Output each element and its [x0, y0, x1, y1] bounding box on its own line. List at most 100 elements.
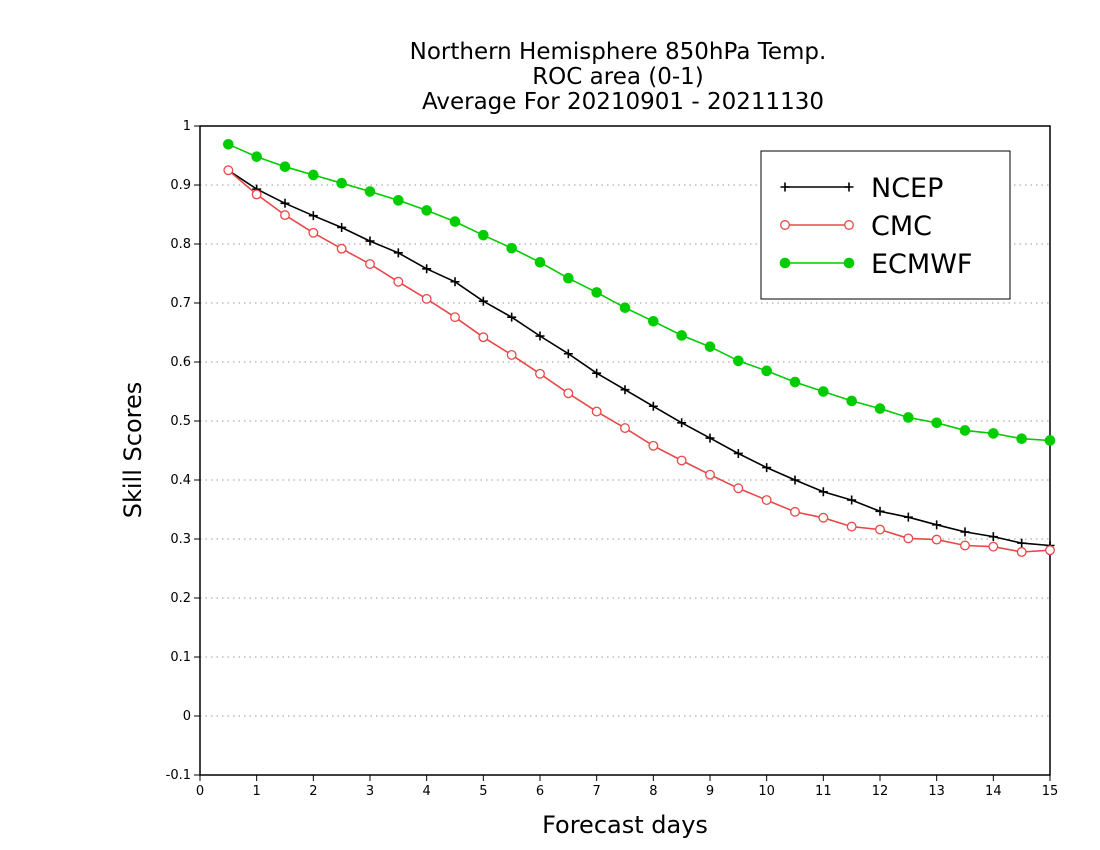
data-point-cmc — [1045, 545, 1055, 556]
data-point-cmc — [223, 165, 234, 176]
plot-frame — [199, 125, 1051, 776]
data-point-cmc — [591, 406, 602, 417]
legend-marker-ecmwf — [843, 257, 855, 269]
series-ecmwf — [223, 138, 1056, 446]
data-point-ecmwf — [364, 186, 376, 197]
data-point-ecmwf — [818, 386, 829, 397]
data-point-ecmwf — [874, 403, 886, 414]
x-tick-label: 7 — [593, 784, 601, 799]
data-point-ncep — [988, 532, 998, 542]
legend-marker-cmc — [780, 220, 790, 230]
legend-label-ecmwf: ECMWF — [871, 249, 972, 280]
data-point-ncep — [847, 495, 857, 505]
legend-item-ecmwf: ECMWF — [779, 249, 972, 280]
legend-label-cmc: CMC — [871, 211, 932, 242]
data-point-ecmwf — [761, 365, 772, 377]
data-point-ncep — [818, 487, 828, 497]
y-tick-label: 0.1 — [170, 650, 191, 665]
x-tick-label: 15 — [1042, 784, 1059, 799]
data-point-ncep — [620, 385, 630, 395]
x-tick-label: 1 — [253, 784, 261, 799]
y-tick-label: 0.6 — [170, 355, 191, 370]
data-point-ecmwf — [676, 330, 687, 341]
data-point-ncep — [422, 264, 432, 274]
data-point-ecmwf — [704, 341, 716, 352]
legend-item-ncep: NCEP — [780, 173, 943, 204]
x-tick-label: 11 — [815, 784, 832, 799]
y-axis-label: Skill Scores — [119, 382, 147, 519]
data-point-cmc — [251, 189, 262, 200]
series-cmc — [223, 165, 1055, 557]
data-point-ecmwf — [563, 272, 574, 284]
legend-marker-ncep — [780, 182, 790, 192]
legend-label-ncep: NCEP — [871, 173, 943, 204]
data-point-ecmwf — [336, 177, 347, 189]
data-point-ecmwf — [903, 412, 914, 423]
data-point-ecmwf — [733, 355, 744, 367]
data-point-ecmwf — [251, 151, 262, 162]
data-point-cmc — [790, 506, 800, 517]
y-tick-label: 0.8 — [170, 237, 191, 252]
data-point-cmc — [450, 312, 460, 323]
data-point-cmc — [846, 521, 857, 532]
y-tick-label: 0.9 — [170, 178, 191, 193]
data-point-cmc — [478, 332, 489, 343]
y-tick-label: 0.3 — [170, 532, 191, 547]
data-point-ecmwf — [223, 138, 234, 150]
x-tick-label: 9 — [706, 784, 714, 799]
x-tick-label: 0 — [196, 784, 204, 799]
series-ncep — [223, 165, 1055, 550]
legend-marker-ncep — [844, 182, 854, 192]
data-point-cmc — [620, 423, 630, 434]
x-tick-label: 10 — [758, 784, 775, 799]
data-point-ncep — [677, 418, 687, 428]
y-tick-label: 0.5 — [170, 414, 191, 429]
y-tick-label: 0 — [183, 709, 191, 724]
data-point-ecmwf — [648, 315, 659, 327]
data-point-cmc — [648, 440, 659, 451]
data-point-cmc — [875, 524, 885, 535]
x-tick-label: 5 — [479, 784, 487, 799]
x-tick-label: 12 — [872, 784, 889, 799]
data-point-ecmwf — [988, 428, 999, 439]
data-point-ncep — [337, 222, 347, 232]
data-point-ncep — [733, 448, 743, 458]
data-point-ncep — [932, 520, 942, 530]
data-point-ncep — [705, 433, 715, 443]
x-tick-label: 4 — [423, 784, 431, 799]
legend-marker-ecmwf — [779, 257, 791, 269]
data-point-cmc — [761, 495, 772, 506]
data-point-ecmwf — [421, 205, 432, 216]
data-point-ncep — [648, 401, 658, 411]
data-point-cmc — [535, 368, 545, 379]
data-point-ncep — [308, 211, 318, 221]
data-point-ecmwf — [279, 161, 291, 173]
legend-marker-cmc — [844, 220, 854, 230]
data-point-ncep — [903, 512, 913, 522]
data-point-cmc — [280, 210, 290, 221]
data-point-ecmwf — [506, 242, 517, 254]
data-point-ncep — [592, 368, 602, 378]
data-point-ncep — [762, 463, 772, 473]
data-point-cmc — [365, 259, 375, 270]
data-point-ncep — [450, 277, 460, 287]
title-line-3: Average For 20210901 - 20211130 — [422, 89, 824, 115]
data-point-ncep — [790, 475, 800, 485]
data-point-ecmwf — [534, 256, 546, 268]
x-tick-label: 2 — [309, 784, 317, 799]
data-point-cmc — [1016, 547, 1027, 557]
data-point-cmc — [421, 293, 432, 304]
data-point-ncep — [563, 349, 573, 359]
data-point-ecmwf — [619, 302, 631, 314]
y-tick-label: 1 — [183, 119, 191, 134]
x-tick-label: 6 — [536, 784, 544, 799]
data-point-cmc — [903, 533, 914, 544]
chart-title: Northern Hemisphere 850hPa Temp. ROC are… — [410, 39, 827, 115]
data-point-cmc — [308, 227, 319, 238]
legend: NCEP CMC ECMWF — [760, 150, 1011, 300]
data-point-ncep — [280, 198, 290, 208]
data-point-ncep — [960, 527, 970, 537]
data-point-cmc — [960, 540, 970, 551]
data-point-cmc — [563, 388, 574, 399]
